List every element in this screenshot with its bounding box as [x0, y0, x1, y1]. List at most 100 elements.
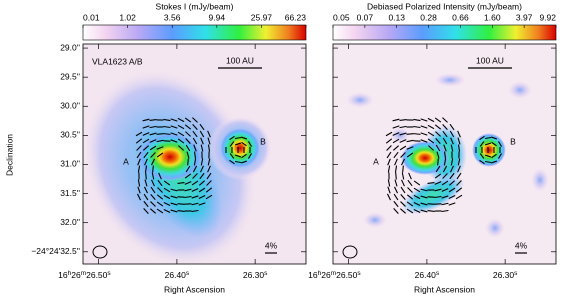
polarization-vector: [400, 158, 406, 166]
polarization-vector: [150, 158, 156, 166]
polarization-vector: [385, 131, 393, 137]
x-tick-label: 26.40s: [415, 270, 440, 281]
polarization-vector: [420, 125, 428, 129]
polarization-vector: [192, 137, 198, 145]
polarization-vector: [200, 165, 204, 173]
polarization-vector: [434, 181, 442, 185]
colorbar-label: 66.23: [285, 12, 307, 22]
polarization-vector: [457, 158, 461, 166]
polarization-vector: [491, 141, 497, 147]
colorbar-label: 1.02: [119, 12, 136, 22]
polarization-vector: [399, 125, 407, 129]
polarization-vector: [442, 137, 448, 145]
polarization-vector: [393, 151, 399, 159]
polarization-vector: [143, 208, 149, 214]
polarization-vector: [427, 138, 435, 144]
polarization-vector: [406, 194, 414, 200]
polarization-vector: [135, 131, 143, 137]
polarization-vector: [229, 141, 235, 147]
polarization-vector: [163, 209, 171, 213]
polarization-vector: [386, 193, 392, 201]
colorbar-label: 3.97: [516, 12, 533, 22]
polarization-vector: [420, 209, 428, 213]
polarization-vector: [420, 188, 428, 192]
polarization-vector: [448, 195, 456, 199]
polarization-vector: [427, 182, 435, 184]
polarization-vector: [156, 208, 164, 214]
polarization-vector: [192, 130, 198, 138]
component-label: B: [510, 136, 516, 146]
colorbar-label: 0.05: [333, 12, 350, 22]
polarization-vector: [152, 165, 154, 173]
polarization-vector: [490, 160, 498, 164]
polarization-vector: [170, 132, 178, 136]
polarization-vector: [413, 180, 421, 186]
colorbar-label: 0.13: [388, 12, 405, 22]
polarization-vector: [457, 137, 461, 145]
polarization-vector: [177, 182, 185, 184]
panel-frame: [82, 43, 307, 265]
y-tick-label: 29.5'': [60, 71, 80, 81]
polarization-vector: [406, 146, 414, 150]
polarization-vector: [402, 165, 404, 173]
polarization-vector: [497, 153, 503, 159]
polarization-vector: [413, 194, 421, 200]
polarization-vector: [386, 145, 392, 151]
polarization-vector: [427, 117, 435, 123]
polarization-vector: [401, 179, 405, 187]
x-tick-label: 26.40s: [165, 270, 190, 281]
polarization-vector: [144, 158, 148, 166]
polarization-vector: [387, 165, 391, 173]
polarization-vector: [241, 141, 247, 147]
polarization-vector: [413, 133, 421, 135]
component-label: A: [373, 156, 379, 166]
polarization-vector: [450, 158, 454, 166]
polarization-vector: [192, 173, 198, 179]
polarization-vector: [170, 195, 178, 199]
polarization-vector: [450, 137, 454, 145]
polarization-vector: [441, 180, 449, 186]
polarization-vector: [163, 125, 171, 129]
polarization-vector: [420, 202, 428, 206]
polarization-vector: [137, 165, 141, 173]
polarization-vector: [406, 201, 414, 207]
colorbar-label: 0.07: [357, 12, 374, 22]
polarization-vector: [399, 139, 407, 143]
polarization-vector: [444, 151, 446, 159]
polarization-vector: [399, 132, 407, 136]
polarization-vector: [427, 210, 435, 212]
polarization-vector: [185, 165, 191, 173]
polarization-vector: [137, 179, 141, 187]
polarization-vector: [184, 181, 192, 185]
polarization-vector: [484, 142, 492, 146]
scale-bar-label: 100 AU: [476, 55, 504, 65]
polarization-vector: [205, 194, 213, 200]
colorbar-title: Debiased Polarized Intensity (mJy/beam): [367, 1, 522, 11]
polarization-vector: [150, 152, 156, 158]
polarization-vector: [442, 130, 448, 138]
component-label: A: [123, 156, 129, 166]
polarization-vector: [392, 118, 400, 122]
polarization-vector: [387, 186, 391, 194]
polarization-vector: [136, 145, 142, 151]
polarization-vector: [191, 202, 199, 206]
polarization-vector: [200, 144, 204, 152]
polarization-vector: [407, 187, 413, 193]
polarization-vector: [156, 146, 164, 150]
polarization-vector: [207, 137, 211, 145]
polarization-vector: [393, 186, 399, 194]
polarization-vector: [442, 165, 448, 173]
polarization-vector: [441, 202, 449, 206]
polarization-vector: [142, 138, 150, 144]
polarization-vector: [206, 172, 212, 180]
polarization-vector: [406, 139, 414, 143]
polarization-vector: [156, 139, 164, 143]
polarization-vector: [177, 203, 185, 205]
polarization-vector: [392, 125, 400, 129]
polarization-vector: [407, 179, 413, 187]
polarization-vector: [434, 117, 442, 123]
polarization-vector: [450, 144, 454, 152]
polarization-vector: [484, 136, 492, 140]
polarization-vector: [149, 139, 157, 143]
polarization-vector: [151, 179, 155, 187]
